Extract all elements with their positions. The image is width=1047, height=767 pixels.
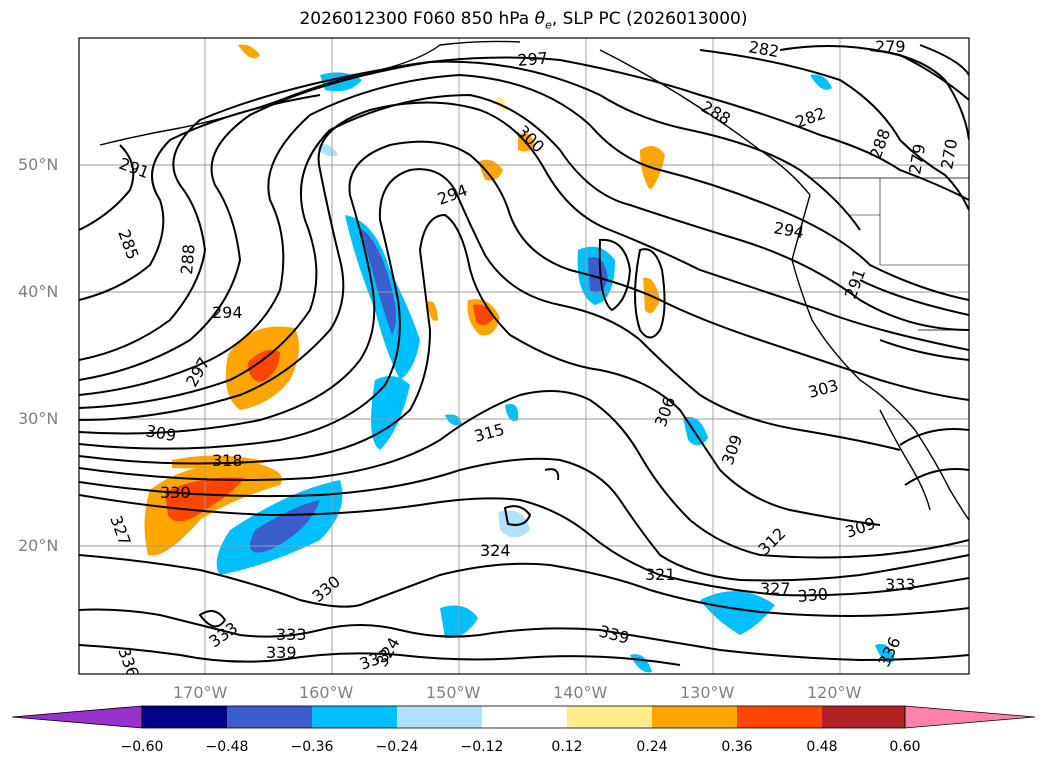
warm-patch	[238, 44, 260, 59]
contour-label: 327	[106, 513, 134, 548]
contour-label: 327	[760, 579, 791, 598]
baja-coast	[879, 409, 931, 511]
lon-label: 160°W	[299, 683, 354, 702]
lon-label: 170°W	[173, 683, 228, 702]
contour-label: 294	[772, 218, 805, 242]
cool-patch	[445, 414, 462, 426]
lon-label: 120°W	[807, 683, 862, 702]
cool-patch	[371, 376, 410, 450]
cool-patch	[875, 644, 895, 663]
state-border	[850, 214, 969, 266]
colorbar-tick-label: −0.36	[290, 739, 334, 755]
cool-patch	[360, 228, 396, 335]
warm-patch	[248, 349, 280, 382]
contour-label: 309	[144, 421, 177, 445]
colorbar-tick-label: 0.24	[636, 739, 668, 755]
contour-label: 291	[117, 154, 152, 182]
lat-label: 50°N	[18, 155, 59, 174]
cool-patch	[810, 74, 832, 90]
contour-label: 279	[875, 37, 906, 56]
colorbar-segment	[397, 706, 482, 728]
lat-label: 30°N	[18, 409, 59, 428]
colorbar-extend-low	[11, 705, 143, 729]
contour-label: 315	[472, 420, 506, 446]
cool-patch	[505, 404, 519, 421]
contour-label: 300	[513, 121, 548, 156]
contour-label: 306	[651, 394, 679, 429]
contour-label: 288	[698, 97, 734, 129]
contour-label: 330	[160, 483, 191, 502]
map-frame	[78, 37, 970, 675]
contour-label: 333	[885, 575, 916, 594]
contour-label: 309	[843, 513, 878, 541]
contour-label: 279	[905, 142, 929, 175]
contour-label: 309	[718, 432, 746, 467]
colorbar-tick-label: −0.12	[460, 739, 504, 755]
colorbar-tick-label: 0.12	[551, 739, 583, 755]
colorbar-segment	[482, 706, 567, 728]
contour-label: 333	[205, 618, 241, 651]
contour-label: 336	[874, 634, 904, 670]
colorbar-segment	[822, 706, 905, 728]
colorbar-segment	[652, 706, 737, 728]
contour-label: 291	[841, 266, 869, 301]
contour-label: 297	[517, 48, 549, 70]
map-title: 2026012300 F060 850 hPa θe, SLP PC (2026…	[299, 9, 748, 32]
cool-patch	[700, 591, 775, 635]
cool-patch	[588, 256, 608, 294]
contour-label: 324	[480, 541, 511, 560]
contour-label: 285	[114, 227, 142, 262]
contour-label: 330	[797, 584, 829, 606]
warm-patch	[172, 455, 268, 469]
warm-patch	[144, 462, 282, 556]
colorbar-extend-high	[904, 705, 1036, 729]
contour-label: 318	[212, 451, 243, 470]
lon-label: 130°W	[680, 683, 735, 702]
colorbar-tick-label: 0.36	[721, 739, 753, 755]
cool-patch	[630, 654, 652, 673]
lat-label: 20°N	[18, 536, 59, 555]
colorbar	[11, 705, 1036, 729]
contour-label: 312	[754, 524, 789, 559]
lon-label: 150°W	[426, 683, 481, 702]
lat-label: 40°N	[18, 282, 59, 301]
contour-label: 303	[806, 376, 840, 402]
colorbar-tick-label: −0.24	[375, 739, 419, 755]
warm-patch	[427, 301, 438, 321]
contour-label: 330	[308, 572, 344, 606]
contour-label: 339	[597, 622, 631, 648]
contour-label: 294	[435, 180, 470, 208]
coastlines	[99, 40, 969, 521]
contour-label: 288	[866, 126, 894, 161]
contour-label: 282	[793, 103, 828, 131]
colorbar-segment	[142, 706, 227, 728]
colorbar-segment	[227, 706, 312, 728]
contour-label: 333	[276, 625, 307, 644]
contour-label: 339	[266, 643, 297, 662]
contour-label: 321	[645, 565, 676, 584]
colorbar-segment	[737, 706, 822, 728]
alaska-coast	[99, 40, 521, 146]
colorbar-tick-label: 0.60	[889, 739, 921, 755]
contour-label: 282	[747, 37, 780, 61]
contour-label: 288	[177, 243, 199, 275]
bc-coast	[599, 49, 811, 196]
colorbar-tick-label: 0.48	[806, 739, 838, 755]
lon-label: 140°W	[553, 683, 608, 702]
colorbar-tick-label: −0.48	[205, 739, 249, 755]
contour-label: 294	[212, 303, 243, 322]
us-west-coast	[791, 194, 969, 521]
colorbar-segment	[312, 706, 397, 728]
cool-patch	[250, 500, 320, 553]
contour-lines	[79, 44, 969, 666]
colorbar-segment	[567, 706, 652, 728]
contour-label: 270	[937, 137, 961, 170]
colorbar-tick-label: −0.60	[120, 739, 164, 755]
